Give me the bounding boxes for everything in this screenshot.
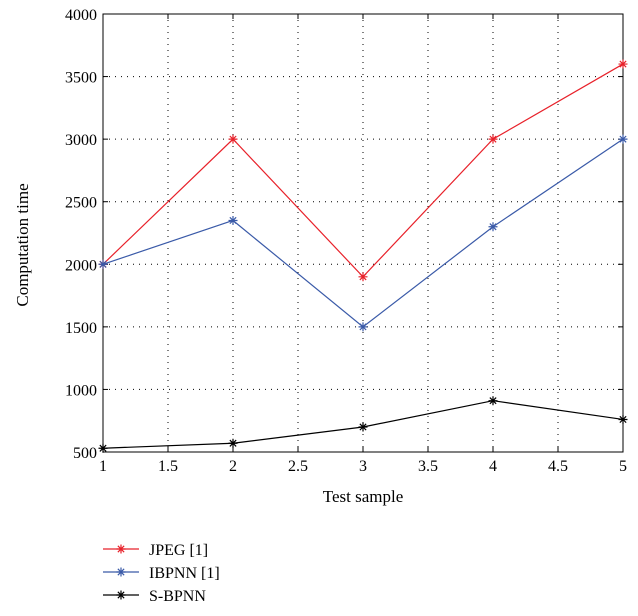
y-tick-label: 1000 (65, 382, 97, 399)
legend-label: IBPNN [1] (149, 565, 220, 582)
data-point-marker (358, 272, 368, 282)
x-tick-label: 1 (99, 458, 107, 475)
series-2 (98, 396, 628, 453)
grid (103, 14, 623, 452)
y-tick-label: 2000 (65, 257, 97, 274)
data-point-marker (488, 396, 498, 406)
x-tick-label: 3.5 (418, 458, 438, 475)
legend-marker (116, 590, 126, 600)
legend: JPEG [1] IBPNN [1] S-BPNN (103, 542, 220, 605)
data-point-marker (618, 134, 628, 144)
data-point-marker (228, 438, 238, 448)
x-tick-label: 1.5 (158, 458, 178, 475)
x-tick-label: 3 (359, 458, 367, 475)
x-axis-title: Test sample (323, 487, 403, 506)
y-axis-title: Computation time (13, 183, 32, 306)
x-tick-labels: 1 1.5 2 2.5 3 3.5 4 4.5 5 (99, 458, 627, 475)
y-tick-label: 500 (73, 445, 97, 462)
data-point-marker (618, 414, 628, 424)
data-point-marker (228, 134, 238, 144)
data-point-marker (358, 322, 368, 332)
legend-marker (116, 544, 126, 554)
data-point-marker (228, 215, 238, 225)
series-lines (98, 59, 628, 453)
y-tick-label: 4000 (65, 7, 97, 24)
legend-item: JPEG [1] (103, 542, 208, 559)
legend-item: IBPNN [1] (103, 565, 220, 582)
legend-item: S-BPNN (103, 588, 206, 605)
data-point-marker (358, 422, 368, 432)
x-tick-label: 2.5 (288, 458, 308, 475)
data-point-marker (618, 59, 628, 69)
legend-label: S-BPNN (149, 588, 206, 605)
axis-ticks (102, 13, 624, 453)
x-tick-label: 4 (489, 458, 497, 475)
data-point-marker (488, 134, 498, 144)
y-tick-labels: 500 1000 1500 2000 2500 3000 3500 4000 (65, 7, 97, 462)
series-line (102, 138, 624, 328)
data-point-marker (98, 259, 108, 269)
y-tick-label: 2500 (65, 195, 97, 212)
x-tick-label: 4.5 (548, 458, 568, 475)
y-tick-label: 1500 (65, 320, 97, 337)
data-point-marker (488, 222, 498, 232)
legend-marker (116, 567, 126, 577)
legend-label: JPEG [1] (149, 542, 208, 559)
y-tick-label: 3000 (65, 132, 97, 149)
series-1 (98, 134, 628, 332)
x-tick-label: 2 (229, 458, 237, 475)
data-point-marker (98, 443, 108, 453)
y-tick-label: 3500 (65, 70, 97, 87)
x-tick-label: 5 (619, 458, 627, 475)
